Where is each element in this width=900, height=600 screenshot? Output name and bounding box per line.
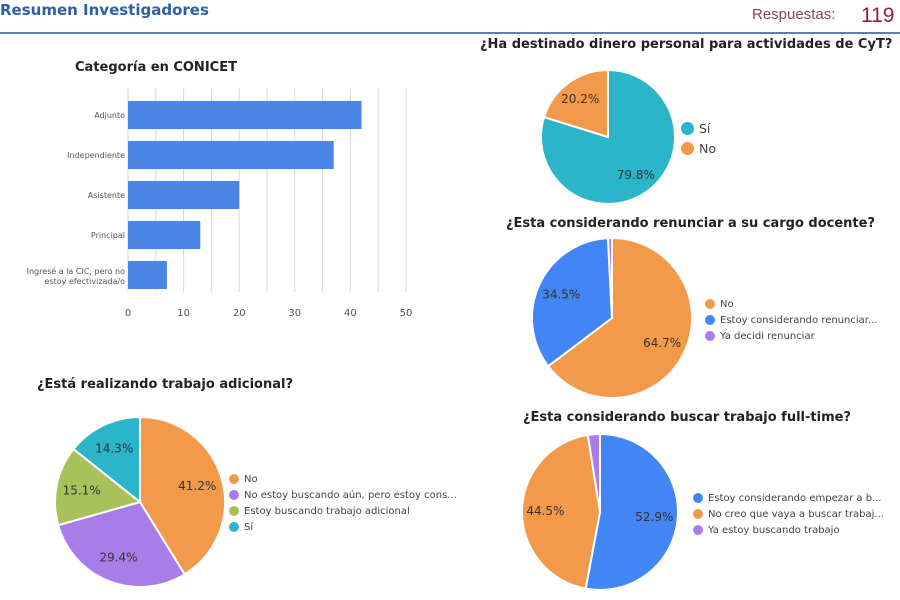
legend-label: Sí	[244, 521, 254, 533]
legend-item: Estoy considerando empezar a b...	[693, 490, 884, 506]
slice-label: 15.1%	[63, 483, 101, 497]
bar	[128, 101, 362, 129]
legend-swatch	[229, 474, 239, 484]
pie-renunciar-legend: No Estoy considerando renunciar... Ya deci…	[705, 296, 878, 344]
x-tick-label: 20	[233, 308, 246, 319]
legend-item: No creo que vaya a buscar trabaj...	[693, 506, 884, 522]
legend-item: Sí	[681, 118, 716, 138]
legend-item: No	[229, 471, 457, 487]
legend-label: Estoy considerando empezar a b...	[708, 492, 882, 504]
bar	[128, 221, 201, 249]
bar-chart-title: Categoría en CONICET	[75, 60, 237, 75]
legend-swatch	[229, 522, 239, 532]
legend-swatch	[705, 331, 715, 341]
x-tick-label: 0	[125, 308, 131, 319]
legend-item: Sí	[229, 519, 457, 535]
slice-label: 20.2%	[561, 92, 599, 106]
legend-label: No	[720, 298, 734, 310]
pie-slice	[531, 237, 614, 368]
legend-label: No	[699, 140, 716, 156]
slice-label: 64.7%	[643, 336, 681, 350]
pie-4: 41.2% 29.4% 15.1% 14.3%	[54, 415, 226, 588]
legend-label: Sí	[699, 120, 711, 136]
slice-label: 41.2%	[178, 479, 216, 493]
pie-dinero-legend: Sí No	[681, 118, 716, 158]
legend-label: No creo que vaya a buscar trabaj...	[708, 508, 884, 520]
legend-swatch	[693, 525, 703, 535]
pie-slice	[56, 500, 187, 588]
pie-renunciar-title: ¿Esta considerando renunciar a su cargo …	[506, 216, 876, 231]
pie-2: 64.7% 34.5%	[531, 236, 693, 399]
slice-label: 34.5%	[542, 287, 580, 301]
category-label: Independiente	[67, 151, 125, 160]
legend-swatch	[229, 506, 239, 516]
slice-label: 29.4%	[99, 550, 137, 564]
dashboard-title: Resumen Investigadores	[0, 1, 209, 19]
bar	[128, 141, 334, 169]
legend-swatch	[705, 299, 715, 309]
pie-slice	[54, 447, 143, 527]
pie-slice	[521, 433, 602, 590]
category-label: Principal	[91, 231, 125, 240]
slice-label: 14.3%	[95, 441, 133, 455]
pie-dinero-title: ¿Ha destinado dinero personal para activ…	[480, 37, 893, 52]
responses-count: 119	[861, 4, 895, 27]
pie-slice	[546, 236, 693, 399]
category-label: Adjunto	[94, 111, 125, 120]
x-tick-label: 10	[177, 308, 190, 319]
legend-label: Ya decidi renunciar	[720, 330, 815, 342]
pie-3: 52.9% 44.5%	[521, 432, 680, 591]
pie-slice	[584, 432, 680, 591]
slice-label: 79.8%	[617, 168, 655, 182]
x-tick-label: 30	[288, 308, 301, 319]
pie-fulltime-title: ¿Esta considerando buscar trabajo full-t…	[523, 410, 851, 425]
category-label: Asistente	[88, 191, 125, 200]
legend-item: Estoy considerando renunciar...	[705, 312, 878, 328]
legend-label: No	[244, 473, 258, 485]
pie-slice	[586, 432, 601, 513]
legend-swatch	[705, 315, 715, 325]
legend-swatch	[681, 121, 694, 135]
legend-swatch	[693, 509, 703, 519]
legend-swatch	[229, 490, 239, 500]
legend-item: Ya estoy buscando trabajo	[693, 522, 884, 538]
legend-label: Estoy considerando renunciar...	[720, 314, 878, 326]
slice-label: 52.9%	[635, 510, 673, 524]
pie-slice	[542, 68, 609, 139]
slice-label: 44.5%	[526, 504, 564, 518]
legend-label: Estoy buscando trabajo adicional	[244, 505, 410, 517]
pie-slice	[606, 236, 613, 319]
pie-slice	[72, 415, 141, 505]
legend-swatch	[681, 141, 694, 155]
legend-item: Estoy buscando trabajo adicional	[229, 503, 457, 519]
legend-label: Ya estoy buscando trabajo	[708, 524, 840, 536]
category-label: Ingresé a la CIC, pero no estoy efectiviz…	[27, 266, 126, 286]
legend-item: No	[705, 296, 878, 312]
legend-label: No estoy buscando aún, pero estoy cons..…	[244, 489, 457, 501]
pie-slice	[540, 68, 676, 205]
legend-item: Ya decidi renunciar	[705, 328, 878, 344]
bar	[128, 181, 240, 209]
legend-item: No estoy buscando aún, pero estoy cons..…	[229, 487, 457, 503]
bar	[128, 261, 167, 289]
legend-item: No	[681, 138, 716, 158]
pie-fulltime-legend: Estoy considerando empezar a b... No creo…	[693, 490, 884, 538]
legend-swatch	[693, 493, 703, 503]
responses-label: Respuestas:	[752, 6, 836, 23]
pie-1: 79.8% 20.2%	[540, 68, 676, 205]
x-tick-label: 50	[400, 308, 413, 319]
header-divider	[0, 32, 900, 34]
x-tick-label: 40	[344, 308, 357, 319]
pie-adicional-legend: No No estoy buscando aún, pero estoy cons…	[229, 471, 457, 535]
pie-adicional-title: ¿Está realizando trabajo adicional?	[37, 377, 293, 392]
